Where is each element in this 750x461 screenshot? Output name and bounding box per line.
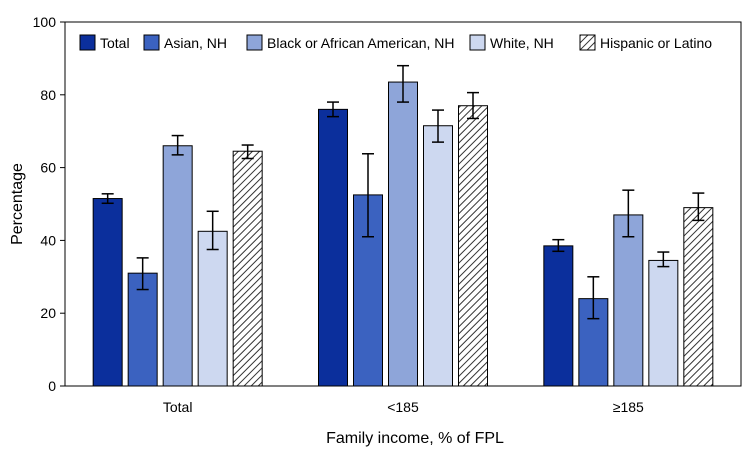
legend-swatch-white-nh — [469, 34, 486, 51]
y-axis-title: Percentage — [9, 163, 26, 245]
legend-swatch-hispanic-or-latino — [579, 34, 596, 51]
legend-swatch-black-or-african-american-nh — [246, 34, 263, 51]
legend: Total Asian, NH Black or African American,… — [79, 34, 712, 51]
bar-black-or-african-american-nh-lt185 — [388, 81, 418, 387]
y-tick-label-0: 0 — [48, 378, 56, 394]
error-bars-layer — [101, 64, 705, 320]
y-tick-label-20: 20 — [40, 305, 56, 321]
y-tick-label-60: 60 — [40, 160, 56, 176]
legend-label-total: Total — [100, 35, 130, 51]
legend-swatch-asian-nh — [143, 34, 160, 51]
y-tick-label-40: 40 — [40, 232, 56, 248]
x-axis-title: Family income, % of FPL — [326, 430, 504, 447]
x-tick-label-lt185: <185 — [387, 399, 419, 415]
y-tick-label-80: 80 — [40, 87, 56, 103]
legend-swatch-total — [79, 34, 96, 51]
bars-layer — [92, 81, 714, 387]
legend-label-hispanic-or-latino: Hispanic or Latino — [600, 35, 712, 51]
bar-hispanic-or-latino-ge185 — [683, 207, 714, 387]
legend-label-white-nh: White, NH — [490, 35, 554, 51]
plot-frame — [64, 21, 742, 387]
legend-label-black-or-african-american-nh: Black or African American, NH — [267, 35, 455, 51]
bar-total-lt185 — [318, 108, 348, 387]
bar-white-nh-total — [197, 230, 228, 387]
bar-white-nh-lt185 — [423, 125, 453, 387]
bar-white-nh-ge185 — [648, 259, 679, 387]
bar-total-ge185 — [543, 245, 574, 387]
bar-asian-nh-total — [127, 272, 158, 387]
bar-total-total — [92, 198, 123, 387]
x-tick-label-total: Total — [163, 399, 193, 415]
bar-black-or-african-american-nh-total — [162, 145, 193, 387]
legend-label-asian-nh: Asian, NH — [164, 35, 227, 51]
bar-hispanic-or-latino-total — [232, 150, 263, 387]
axes-layer: Total <185 ≥185 0 20 40 60 80 100 — [33, 14, 742, 415]
bar-black-or-african-american-nh-ge185 — [613, 214, 644, 387]
x-tick-label-ge185: ≥185 — [613, 399, 644, 415]
y-tick-label-100: 100 — [33, 14, 57, 30]
bar-hispanic-or-latino-lt185 — [458, 105, 488, 387]
